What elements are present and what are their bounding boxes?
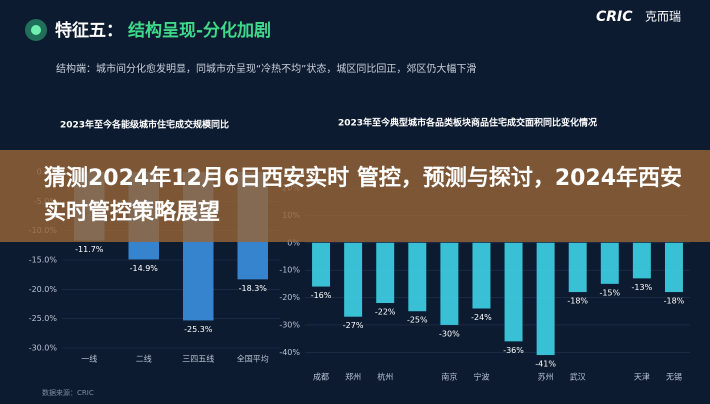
- x-tick-label: 三四五线: [182, 354, 214, 364]
- value-label: -13%: [632, 283, 653, 292]
- x-tick-label: 宁波: [473, 372, 489, 382]
- source: 数据来源：CRIC: [42, 388, 94, 397]
- summary: 结构端：城市间分化愈发明显，同城市亦呈现“冷热不均”状态，城区同比回正，郊区仍大…: [56, 62, 476, 75]
- logo: CRIC: [596, 9, 633, 25]
- logo-cn: 克而瑞: [645, 10, 681, 24]
- x-tick-label: 武汉: [570, 372, 586, 382]
- bar: [408, 242, 427, 312]
- icon-dot: [31, 25, 41, 35]
- value-label: -15%: [599, 288, 620, 297]
- x-tick-label: 全国平均: [237, 354, 269, 364]
- y-tick-label: -20.0%: [29, 285, 58, 294]
- value-label: -30%: [439, 329, 460, 338]
- bar: [632, 242, 651, 279]
- y-tick-label: -25.0%: [29, 314, 58, 323]
- value-label: -41%: [535, 360, 556, 369]
- value-label: -11.7%: [75, 245, 104, 254]
- chart-title: 2023年至今各能级城市住宅成交规模同比: [60, 119, 229, 131]
- x-tick-label: 郑州: [345, 372, 361, 382]
- value-label: -36%: [503, 346, 524, 355]
- bar: [664, 242, 683, 293]
- value-label: -18%: [664, 297, 685, 306]
- header-prefix: 特征五：: [55, 20, 123, 41]
- bar: [376, 242, 395, 304]
- y-tick-label: 0%: [287, 238, 300, 247]
- bar: [600, 242, 619, 284]
- bar: [440, 242, 459, 325]
- value-label: -18%: [567, 297, 588, 306]
- y-tick-label: -40%: [279, 348, 300, 357]
- x-tick-label: 杭州: [377, 372, 393, 382]
- y-tick-label: -30%: [279, 320, 300, 329]
- y-tick-label: -30.0%: [29, 344, 58, 353]
- y-tick-label: -15.0%: [29, 256, 58, 265]
- bar: [536, 242, 555, 356]
- value-label: -25%: [407, 316, 428, 325]
- bar: [568, 242, 587, 293]
- value-label: -27%: [343, 321, 364, 330]
- y-tick-label: -10%: [279, 266, 300, 275]
- headline: 猜测2024年12月6日西安实时 管控，预测与探讨，2024年西安实时管控策略展…: [0, 150, 710, 242]
- x-tick-label: 苏州: [538, 372, 554, 382]
- x-tick-label: 南京: [441, 372, 457, 382]
- value-label: -22%: [375, 308, 396, 317]
- bar: [504, 242, 523, 342]
- value-label: -18.3%: [239, 284, 268, 293]
- bar: [344, 242, 363, 317]
- value-label: -25.3%: [184, 325, 213, 334]
- bar: [312, 242, 331, 287]
- x-tick-label: 无锡: [666, 373, 682, 382]
- x-tick-label: 二线: [136, 354, 152, 364]
- chart-title: 2023年至今典型城市各品类板块商品住宅成交面积同比变化情况: [338, 117, 597, 129]
- header-title: 结构呈现-分化加剧: [128, 20, 271, 41]
- value-label: -14.9%: [130, 264, 159, 273]
- x-tick-label: 成都: [313, 372, 329, 382]
- value-label: -24%: [471, 313, 492, 322]
- y-tick-label: -20%: [279, 293, 300, 302]
- value-label: -16%: [311, 291, 332, 300]
- x-tick-label: 一线: [81, 354, 97, 364]
- x-tick-label: 天津: [634, 372, 650, 382]
- bar: [472, 242, 491, 309]
